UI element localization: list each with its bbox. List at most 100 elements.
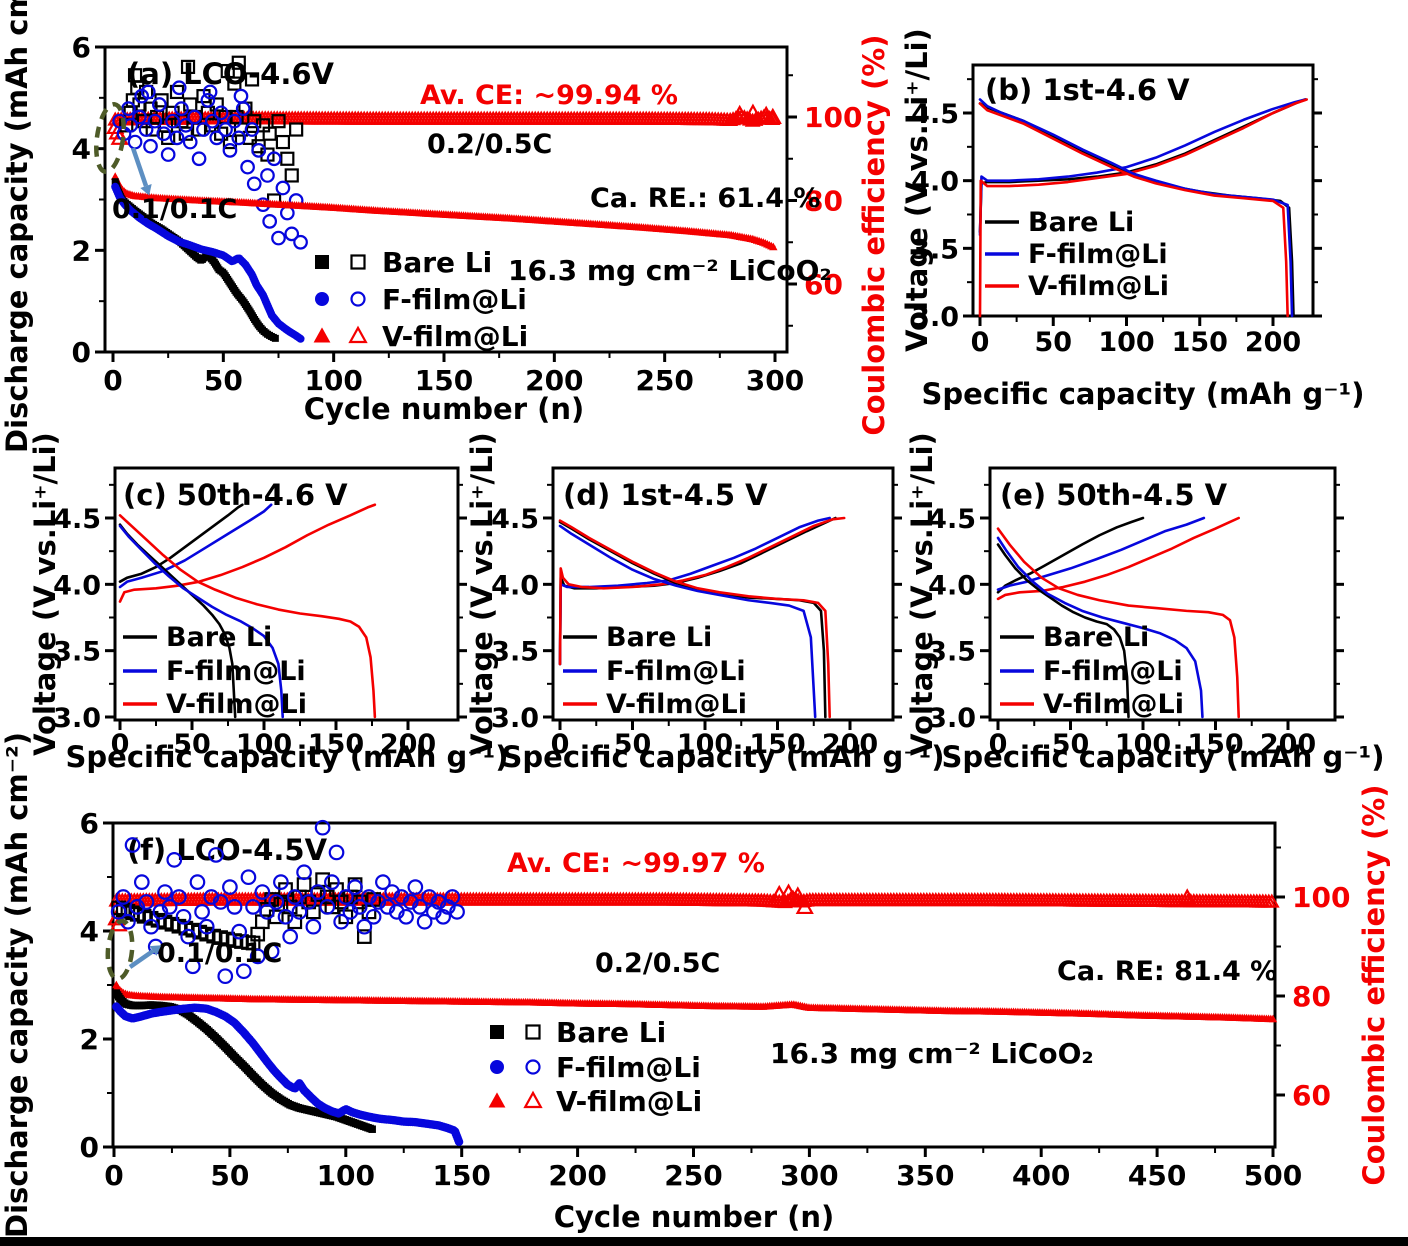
series-v-film-li-capacity [112,980,1278,1023]
data-point [227,113,242,129]
x-axis-title: Specific capacity (mAh g⁻¹) [502,740,945,774]
data-point [324,874,340,891]
series-bare-li-discharge [996,543,1130,719]
y2-tick-label: 80 [804,185,843,218]
y-tick-label: 3.5 [53,637,101,668]
data-point [421,889,438,905]
y-tick-label: 2 [72,234,91,267]
data-point [182,134,198,150]
y2-tick-label: 80 [1292,980,1331,1013]
x-tick-label: 400 [1012,1159,1070,1192]
data-point [218,122,233,137]
annotation-arrowhead [149,945,162,956]
data-point [140,84,156,100]
data-point [196,122,211,137]
legend: Bare LiF-film@LiV-film@Li [985,207,1169,302]
data-point [263,943,280,960]
data-point [268,894,285,910]
y-tick-label: 4 [80,915,99,948]
data-point [129,899,146,915]
data-point [763,107,782,125]
x-tick-label: 300 [746,364,804,397]
series-v-film-li-discharge [558,519,832,719]
data-point [227,76,242,91]
legend-label: V-film@Li [606,689,747,720]
data-point [296,877,312,892]
data-point [161,130,176,145]
data-point [143,918,159,935]
data-point [356,918,373,935]
data-point [279,205,295,221]
data-point [143,138,158,154]
data-point [151,97,167,112]
data-point [156,126,172,142]
data-point [244,72,260,87]
legend-marker-open [523,1090,543,1109]
x-tick-label: 200 [1245,327,1301,358]
x-tick-label: 150 [308,729,364,760]
y-tick-label: 0 [80,1131,99,1164]
data-point [138,894,155,910]
y2-tick-label: 100 [804,101,862,134]
data-point [245,935,261,951]
x-tick-label: 250 [664,1159,722,1192]
series-line [118,514,377,719]
data-point [342,903,359,920]
y-tick-label: 3.0 [928,703,976,734]
legend: Bare LiF-film@LiV-film@Li [1000,622,1184,720]
data-point [275,134,291,150]
series-f-film-li-charge [558,516,832,666]
x-tick-label: 150 [1187,729,1243,760]
data-point [1268,1014,1278,1023]
data-point [375,874,391,891]
data-point [231,130,247,146]
x-axis-title: Specific capacity (mAh g⁻¹) [922,377,1365,411]
data-point [296,864,312,881]
x-tick-label: 100 [236,729,292,760]
legend-label: Bare Li [556,1016,666,1049]
series-line [558,516,832,666]
series-line [996,543,1130,719]
x-tick-label: 150 [415,364,473,397]
data-point [449,903,465,920]
series-v-film-li-coulombic-efficiency [107,108,781,127]
legend-marker-open [350,254,366,270]
data-point [161,899,178,915]
x-tick-label: 250 [635,364,693,397]
series-line [996,536,1204,719]
bottom-bar [0,1237,1408,1246]
series-line [558,524,817,719]
data-point [280,151,295,166]
panel-title: (d) 1st-4.5 V [563,478,768,512]
data-point [184,958,201,975]
data-point [209,130,225,146]
data-point [244,122,260,137]
data-point [200,92,216,108]
data-point [231,923,248,940]
series-line [996,516,1240,601]
data-point [328,844,345,861]
data-point [138,122,154,137]
y-axis-title: Discharge capacity (mAh cm⁻²) [0,732,34,1238]
data-point [444,889,461,905]
series-f-film-li-charge [996,516,1206,591]
x-axis-title: Cycle number (n) [554,1200,835,1234]
legend: Bare LiF-film@LiV-film@Li [563,622,747,720]
data-point [235,963,252,980]
data-point [212,894,229,910]
annotation-arrowhead [140,184,152,196]
y-tick-label: 3.5 [911,234,959,265]
data-point [300,894,317,910]
series-f-film-li-coulombic-efficiency [110,819,465,985]
data-point [217,968,234,985]
legend-marker-open [525,1024,541,1040]
data-point [305,918,322,935]
data-point [439,899,456,915]
legend: Bare LiF-film@LiV-film@Li [313,246,528,353]
data-point [370,894,387,910]
data-point [351,899,368,915]
y2-tick-label: 60 [804,268,843,301]
x-tick-label: 450 [1128,1159,1186,1192]
legend-label: Bare Li [1043,622,1149,653]
